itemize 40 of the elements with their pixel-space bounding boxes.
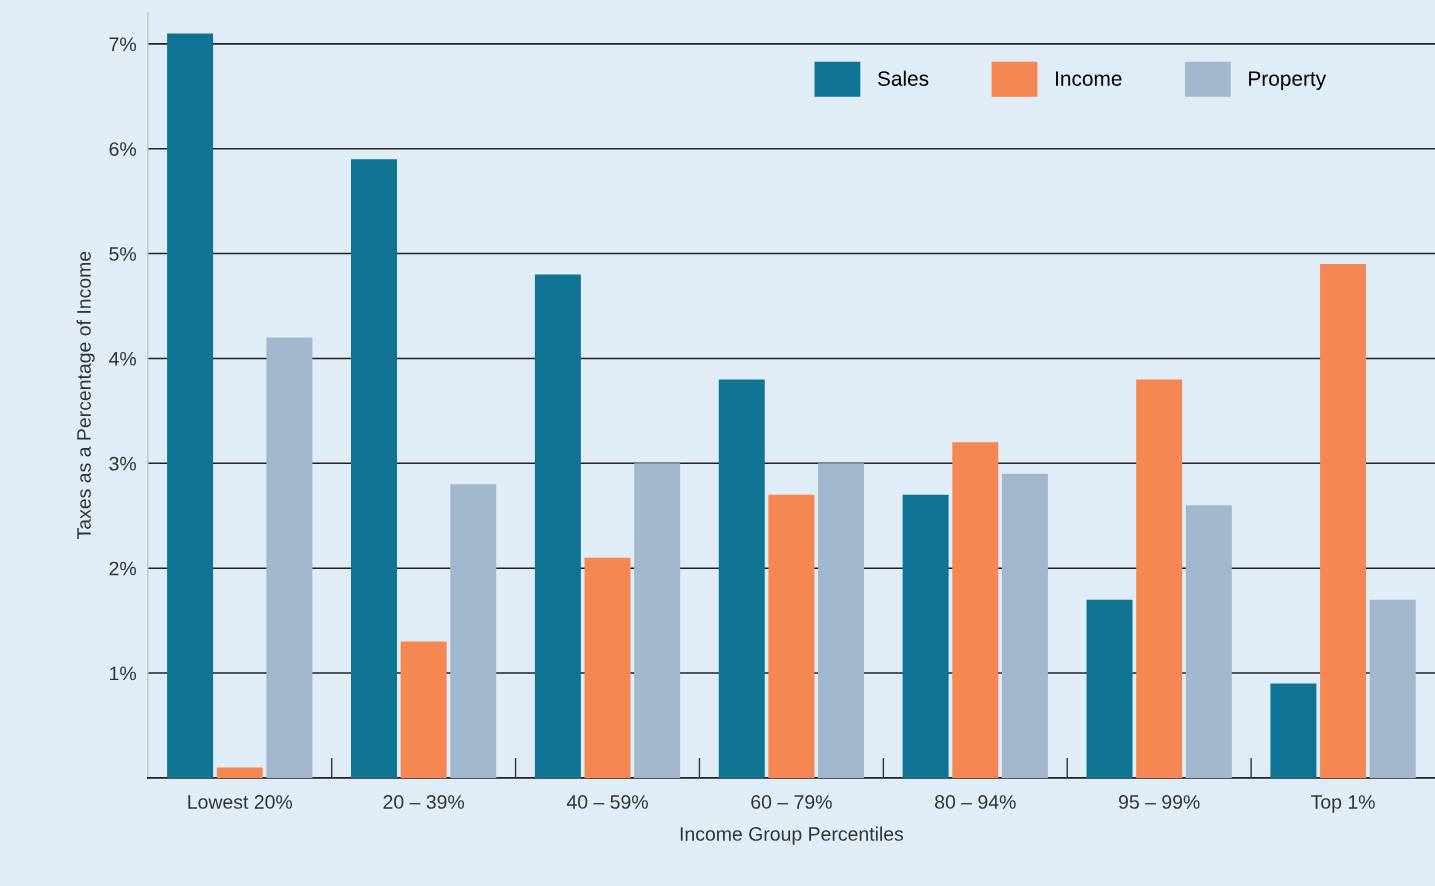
x-tick-label: 60 – 79% <box>751 795 832 809</box>
y-tick-label: 3% <box>109 456 136 471</box>
bar <box>634 463 681 778</box>
x-tick-label: Lowest 20% <box>188 795 293 809</box>
x-tick-label: 95 – 99% <box>1119 795 1200 809</box>
y-tick-label: 2% <box>109 561 136 576</box>
bar <box>1001 473 1048 778</box>
legend-label: Income <box>1056 71 1122 86</box>
bar <box>1320 264 1367 778</box>
bar <box>216 767 263 778</box>
x-tick-label: 20 – 39% <box>383 795 465 809</box>
y-tick-label: 7% <box>109 37 136 52</box>
bar <box>902 494 949 778</box>
bar <box>400 641 447 778</box>
bar <box>768 494 815 778</box>
x-axis-title: Income Group Percentiles <box>680 826 904 845</box>
bar <box>718 379 765 778</box>
bar <box>351 159 397 778</box>
y-tick-label: 1% <box>110 666 136 681</box>
x-tick-label: Top 1% <box>1311 795 1375 813</box>
bar <box>952 442 999 778</box>
bar <box>266 337 313 778</box>
y-tick-label: 4% <box>109 352 136 366</box>
y-tick-label: 5% <box>109 247 136 261</box>
bar <box>534 274 581 778</box>
legend-label: Property <box>1249 71 1327 91</box>
y-axis-title: Taxes as a Percentage of Income <box>76 251 95 539</box>
bar <box>167 33 214 778</box>
bar <box>450 484 497 778</box>
bar <box>1369 599 1416 778</box>
y-tick-label: 6% <box>109 142 136 156</box>
bar <box>1185 505 1232 778</box>
x-tick-label: 40 – 59% <box>566 795 648 809</box>
bar <box>818 463 865 778</box>
x-tick-label: 80 – 94% <box>935 795 1016 809</box>
bar <box>1270 683 1317 778</box>
bar <box>1086 599 1133 778</box>
bar <box>584 557 631 778</box>
legend-label: Sales <box>877 70 929 86</box>
bar <box>1136 379 1183 778</box>
